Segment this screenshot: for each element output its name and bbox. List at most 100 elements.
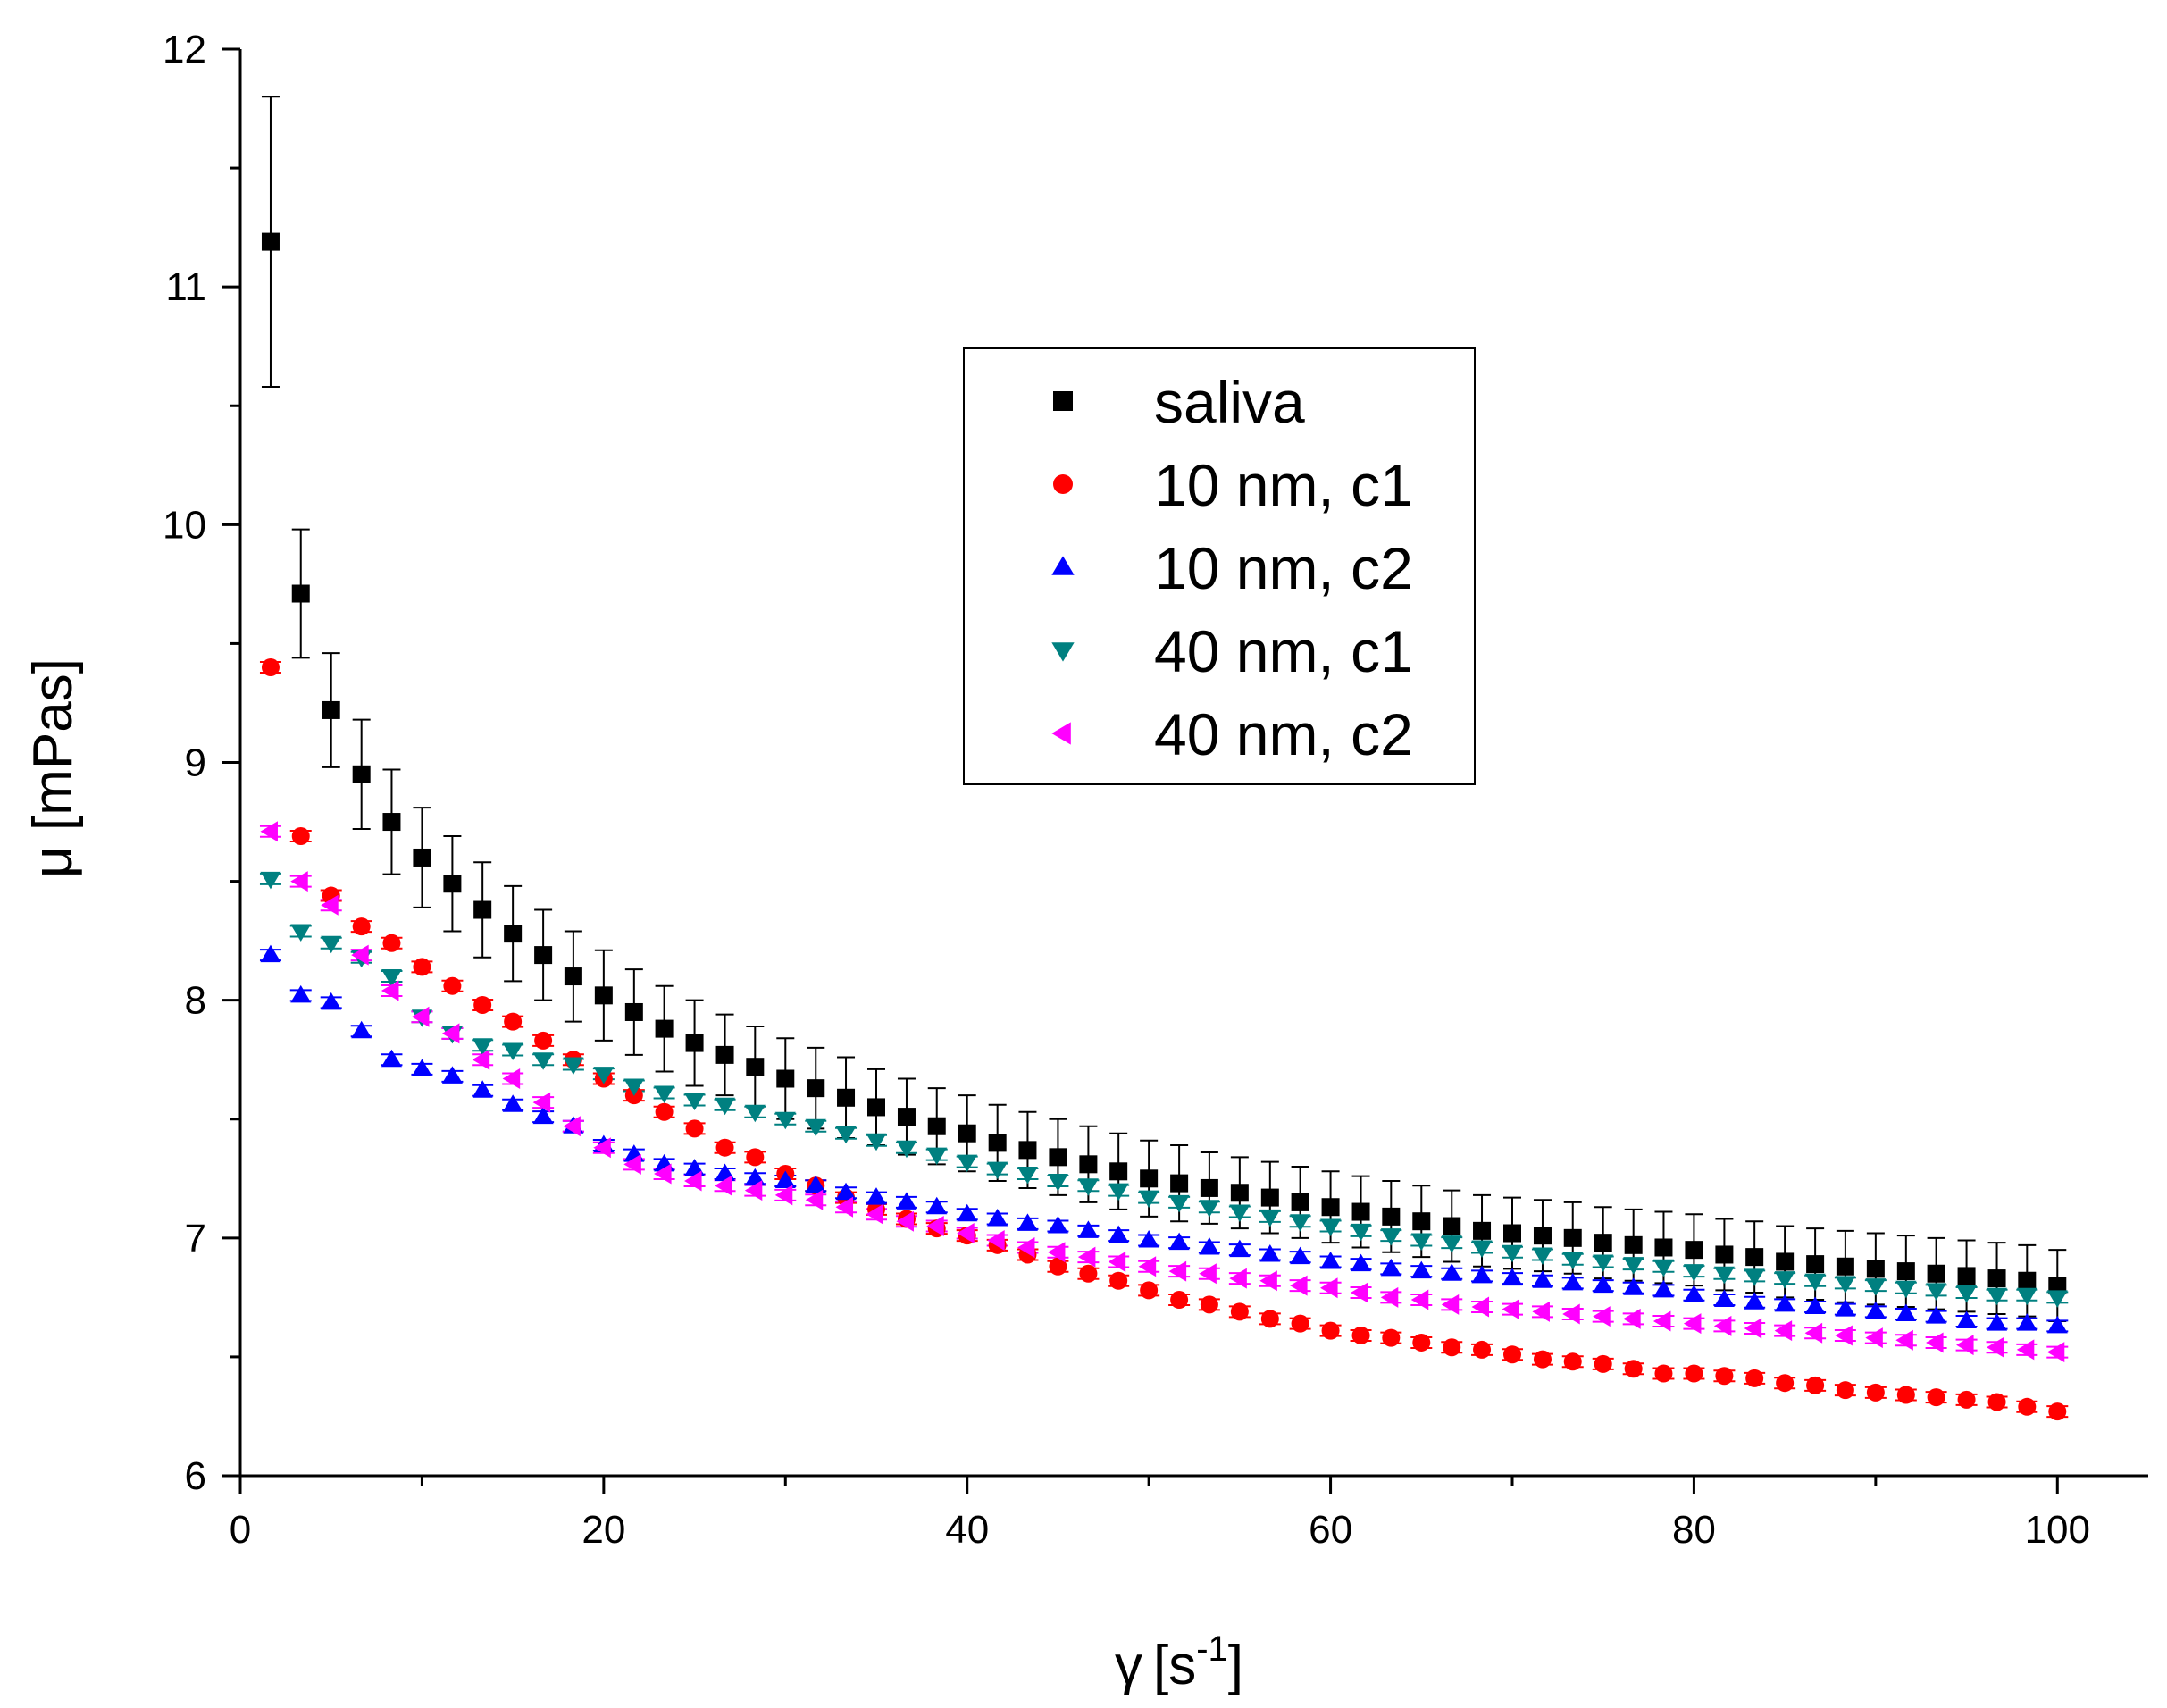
data-point-10-nm-c2 — [1108, 1225, 1129, 1243]
data-point-saliva — [322, 700, 340, 719]
data-point-10-nm-c1 — [1260, 1310, 1279, 1328]
data-point-10-nm-c1 — [1049, 1257, 1067, 1276]
data-point-40-nm-c2 — [866, 1203, 883, 1225]
data-point-10-nm-c2 — [866, 1187, 887, 1205]
data-point-10-nm-c2 — [715, 1163, 736, 1181]
data-point-40-nm-c1 — [1471, 1240, 1493, 1258]
data-point-40-nm-c2 — [1804, 1322, 1823, 1344]
data-point-10-nm-c1 — [685, 1119, 704, 1138]
data-point-10-nm-c1 — [1140, 1281, 1159, 1300]
data-point-10-nm-c2 — [321, 992, 342, 1010]
data-marks-layer — [260, 232, 2068, 1421]
legend-marker-40-nm-c2 — [1051, 722, 1071, 745]
data-point-40-nm-c2 — [1108, 1251, 1126, 1272]
data-point-40-nm-c2 — [290, 871, 308, 892]
legend-label-10-nm-c1: 10 nm, c1 — [1154, 452, 1413, 518]
data-point-saliva — [1957, 1267, 1976, 1285]
data-point-saliva — [715, 1045, 734, 1064]
data-point-40-nm-c1 — [623, 1078, 645, 1096]
data-point-40-nm-c1 — [1320, 1218, 1342, 1237]
data-point-40-nm-c1 — [1623, 1257, 1644, 1275]
data-point-10-nm-c1 — [1745, 1369, 1764, 1387]
data-point-40-nm-c1 — [1956, 1285, 1978, 1303]
data-point-40-nm-c2 — [1623, 1308, 1641, 1329]
data-point-10-nm-c2 — [1138, 1229, 1159, 1248]
data-point-10-nm-c2 — [2016, 1313, 2037, 1331]
data-point-40-nm-c2 — [563, 1116, 581, 1137]
data-point-10-nm-c2 — [1077, 1220, 1099, 1238]
data-point-10-nm-c2 — [1713, 1289, 1735, 1308]
data-point-40-nm-c2 — [1168, 1260, 1187, 1282]
data-point-40-nm-c2 — [1713, 1315, 1732, 1336]
data-point-40-nm-c1 — [835, 1126, 857, 1144]
data-point-10-nm-c2 — [1956, 1310, 1978, 1328]
data-point-40-nm-c2 — [896, 1210, 914, 1232]
data-point-10-nm-c1 — [1957, 1390, 1976, 1409]
data-point-10-nm-c1 — [473, 995, 492, 1014]
data-point-10-nm-c1 — [1533, 1350, 1552, 1369]
data-point-40-nm-c2 — [1199, 1263, 1217, 1285]
x-axis-unit-prefix: [s — [1153, 1635, 1196, 1696]
data-point-10-nm-c2 — [987, 1209, 1008, 1227]
data-point-40-nm-c2 — [1532, 1301, 1550, 1322]
x-axis-exponent: -1 — [1196, 1629, 1228, 1669]
data-point-40-nm-c1 — [805, 1118, 826, 1137]
data-point-10-nm-c2 — [1229, 1239, 1251, 1258]
data-point-40-nm-c2 — [472, 1049, 490, 1070]
data-point-40-nm-c1 — [1410, 1233, 1432, 1251]
data-point-40-nm-c2 — [1259, 1270, 1277, 1292]
data-point-saliva — [1563, 1228, 1582, 1247]
data-point-10-nm-c2 — [1351, 1253, 1372, 1272]
data-point-10-nm-c2 — [1865, 1301, 1887, 1319]
data-point-10-nm-c1 — [1170, 1291, 1189, 1310]
data-point-saliva — [746, 1058, 765, 1076]
data-point-10-nm-c1 — [1685, 1364, 1703, 1383]
data-point-40-nm-c2 — [1138, 1256, 1157, 1277]
data-point-10-nm-c2 — [805, 1175, 826, 1193]
data-point-saliva — [1896, 1262, 1915, 1281]
data-point-10-nm-c1 — [715, 1138, 734, 1157]
data-point-40-nm-c1 — [1229, 1204, 1251, 1223]
data-point-saliva — [927, 1117, 946, 1135]
data-point-40-nm-c2 — [1229, 1268, 1247, 1289]
y-tick-label: 11 — [165, 265, 206, 309]
data-point-10-nm-c2 — [2046, 1315, 2068, 1334]
data-point-40-nm-c2 — [774, 1185, 793, 1206]
data-point-10-nm-c1 — [1624, 1360, 1643, 1378]
data-point-40-nm-c1 — [1077, 1178, 1099, 1196]
data-point-10-nm-c2 — [1168, 1232, 1190, 1251]
data-point-10-nm-c1 — [2018, 1397, 2037, 1416]
data-point-10-nm-c2 — [774, 1170, 796, 1188]
data-point-10-nm-c2 — [1562, 1272, 1584, 1291]
data-point-saliva — [1594, 1234, 1612, 1252]
data-point-40-nm-c1 — [1835, 1276, 1856, 1294]
y-tick-label: 9 — [185, 741, 206, 785]
data-point-40-nm-c1 — [502, 1042, 523, 1061]
data-point-40-nm-c1 — [987, 1161, 1008, 1180]
data-point-40-nm-c1 — [1168, 1194, 1190, 1213]
data-point-40-nm-c1 — [654, 1085, 675, 1103]
data-point-40-nm-c2 — [715, 1175, 732, 1196]
data-point-saliva — [1533, 1227, 1552, 1245]
data-point-saliva — [1836, 1257, 1854, 1276]
data-point-saliva — [624, 1002, 643, 1021]
data-point-saliva — [1351, 1202, 1370, 1221]
data-point-10-nm-c1 — [1563, 1352, 1582, 1371]
data-point-saliva — [1170, 1174, 1189, 1193]
data-point-40-nm-c2 — [1562, 1303, 1580, 1325]
data-point-saliva — [1776, 1252, 1795, 1271]
data-point-10-nm-c1 — [1473, 1340, 1492, 1359]
data-point-40-nm-c2 — [411, 1006, 430, 1027]
data-point-saliva — [837, 1088, 856, 1107]
data-point-saliva — [867, 1098, 885, 1117]
data-point-40-nm-c1 — [744, 1104, 766, 1123]
legend-marker-saliva — [1053, 391, 1073, 411]
data-point-saliva — [1866, 1260, 1885, 1278]
data-point-saliva — [564, 967, 582, 986]
data-point-saliva — [443, 875, 462, 893]
data-point-40-nm-c2 — [654, 1163, 672, 1185]
data-point-saliva — [291, 584, 310, 603]
data-point-saliva — [1109, 1162, 1128, 1181]
data-point-40-nm-c2 — [1895, 1329, 1913, 1351]
data-point-10-nm-c2 — [1926, 1306, 1947, 1324]
